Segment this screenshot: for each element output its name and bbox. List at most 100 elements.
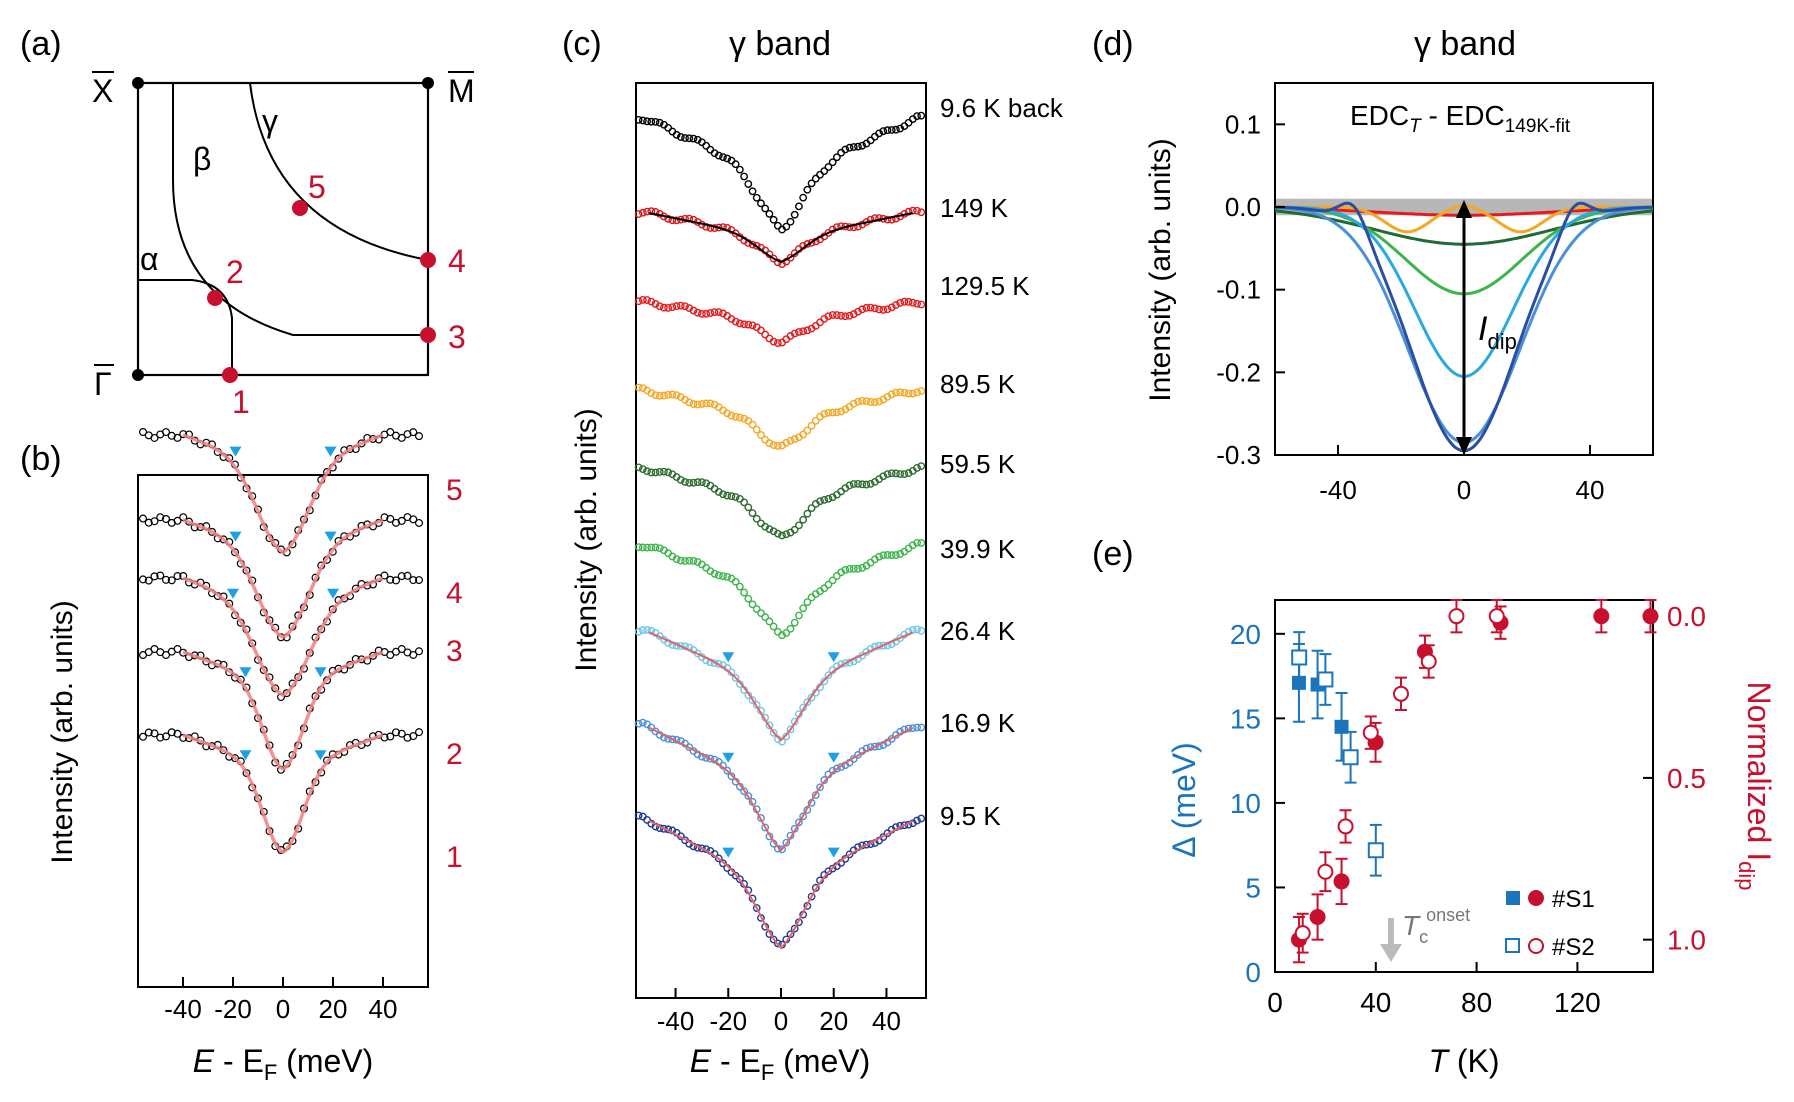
panel-c-point [702,141,711,150]
xlabel-unit: (meV) [277,1043,373,1079]
panel-c-point [807,593,816,602]
panel-e-point-s2-idip [1448,608,1465,625]
panel-e-point-s2-gap [1367,842,1384,859]
curve-label-1: 1 [446,841,463,874]
panel-b-label: (b) [20,440,62,478]
panel-c-point [740,172,748,181]
panel-c-point [807,892,816,901]
panel-c-point [900,297,909,306]
panel-e-point-s1-idip [1593,608,1610,625]
panel-c-point [892,125,900,134]
panel-c-point [908,298,917,307]
panel-b-gap-marker [314,667,327,678]
panel-c-point [786,253,795,262]
panel-b-point [150,729,159,738]
panel-c-point [858,141,867,150]
panel-c-point [790,210,799,219]
panel-c-point [786,930,795,939]
panel-c-point [647,389,656,398]
panel-c-point [651,300,660,308]
panel-c-point [875,552,883,561]
panel-c-point [883,305,892,314]
panel-c-point [672,302,681,310]
panel-c-point [689,478,698,487]
panel-c-point [807,238,816,247]
panel-c-point [879,641,888,650]
panel-c-label: (c) [562,25,602,63]
panel-c-point [769,441,778,450]
panel-c-point [769,254,778,263]
panel-c-xtick-label: 40 [872,1006,901,1036]
panel-c-point [828,576,837,585]
panel-c-point [782,530,791,539]
panel-c-point [748,321,757,330]
panel-c-point [735,165,744,174]
panel-c-point [904,389,913,398]
panel-c-point [740,414,748,423]
panel-c-point [803,509,812,518]
tc-sub: c [1419,927,1428,947]
panel-b-gap-marker [314,750,327,761]
panel-e-point-s2-gap [1291,649,1308,666]
panel-b-gap-marker [239,667,252,678]
k-point-5-label: 5 [308,169,326,205]
panel-b-point [173,645,182,654]
panel-c-point [790,329,799,338]
panel-c-point [854,397,862,406]
panel-c-point [887,469,896,478]
panel-c-point [896,470,905,478]
panel-c-point [638,384,647,393]
panel-c-point [643,117,651,126]
panel-c-point [638,465,647,474]
panel-c-point [908,389,917,398]
panel-e: (e) Δ (meV) Normalized Idip 051015200.00… [1092,535,1777,1079]
panel-e-xtick-label: 80 [1461,987,1492,1018]
panel-b-point [403,571,412,580]
panel-e-ticks: 0 5 10 15 20 0.0 0.5 1.0 0 40 80 120 [1230,601,1706,1018]
panel-c-point [672,130,681,139]
panel-c-point [904,469,913,477]
panel-c-point [913,625,921,634]
panel-c-point [714,151,723,160]
panel-c-point [685,134,694,143]
panel-c-point [668,735,677,744]
panel-b-xtick-label: 20 [319,994,348,1024]
corner-m-label: M [448,73,475,109]
panel-c-point [917,111,926,120]
panel-c-curve-label: 89.5 K [940,369,1016,399]
panel-e-point-s2-idip [1393,685,1409,702]
panel-b-point [179,430,188,439]
panel-c-point [883,126,892,135]
ann-sub1: T [1409,116,1422,137]
panel-c-point [790,525,799,534]
panel-c-point [643,467,651,476]
panel-b-point [392,576,401,585]
panel-c-point [761,823,770,832]
panel-c-point [790,618,799,627]
panel-c-point [664,390,673,399]
panel-c-xtick-label: 20 [819,1006,848,1036]
panel-c-point [765,525,774,534]
panel-d-xtick-label: 0 [1457,475,1471,505]
panel-c-point [773,529,782,538]
panel-c-point [693,400,702,409]
panel-d-xtick-label: 40 [1576,475,1605,505]
panel-e-ytick-right-label: 0.0 [1667,601,1706,632]
panel-c-point [681,557,689,565]
panel-c-point [744,180,753,188]
panel-c-point [883,551,892,559]
panel-c-point [849,480,858,488]
panel-c-point [634,463,643,472]
panel-d-ytick-label: 0.0 [1225,192,1261,222]
panel-e-xtick-label: 0 [1267,987,1283,1018]
idip-i: I [1478,310,1488,348]
panel-c-point [782,222,791,231]
panel-c-point [681,478,689,486]
panel-e-point-s2-gap [1317,671,1334,688]
panel-e-point-s2-idip [1337,818,1354,835]
panel-c-point [643,816,651,824]
panel-c-point [837,222,846,231]
panel-c-point [723,154,732,163]
panel-c-point [710,308,719,317]
panel-c-point [917,723,926,732]
